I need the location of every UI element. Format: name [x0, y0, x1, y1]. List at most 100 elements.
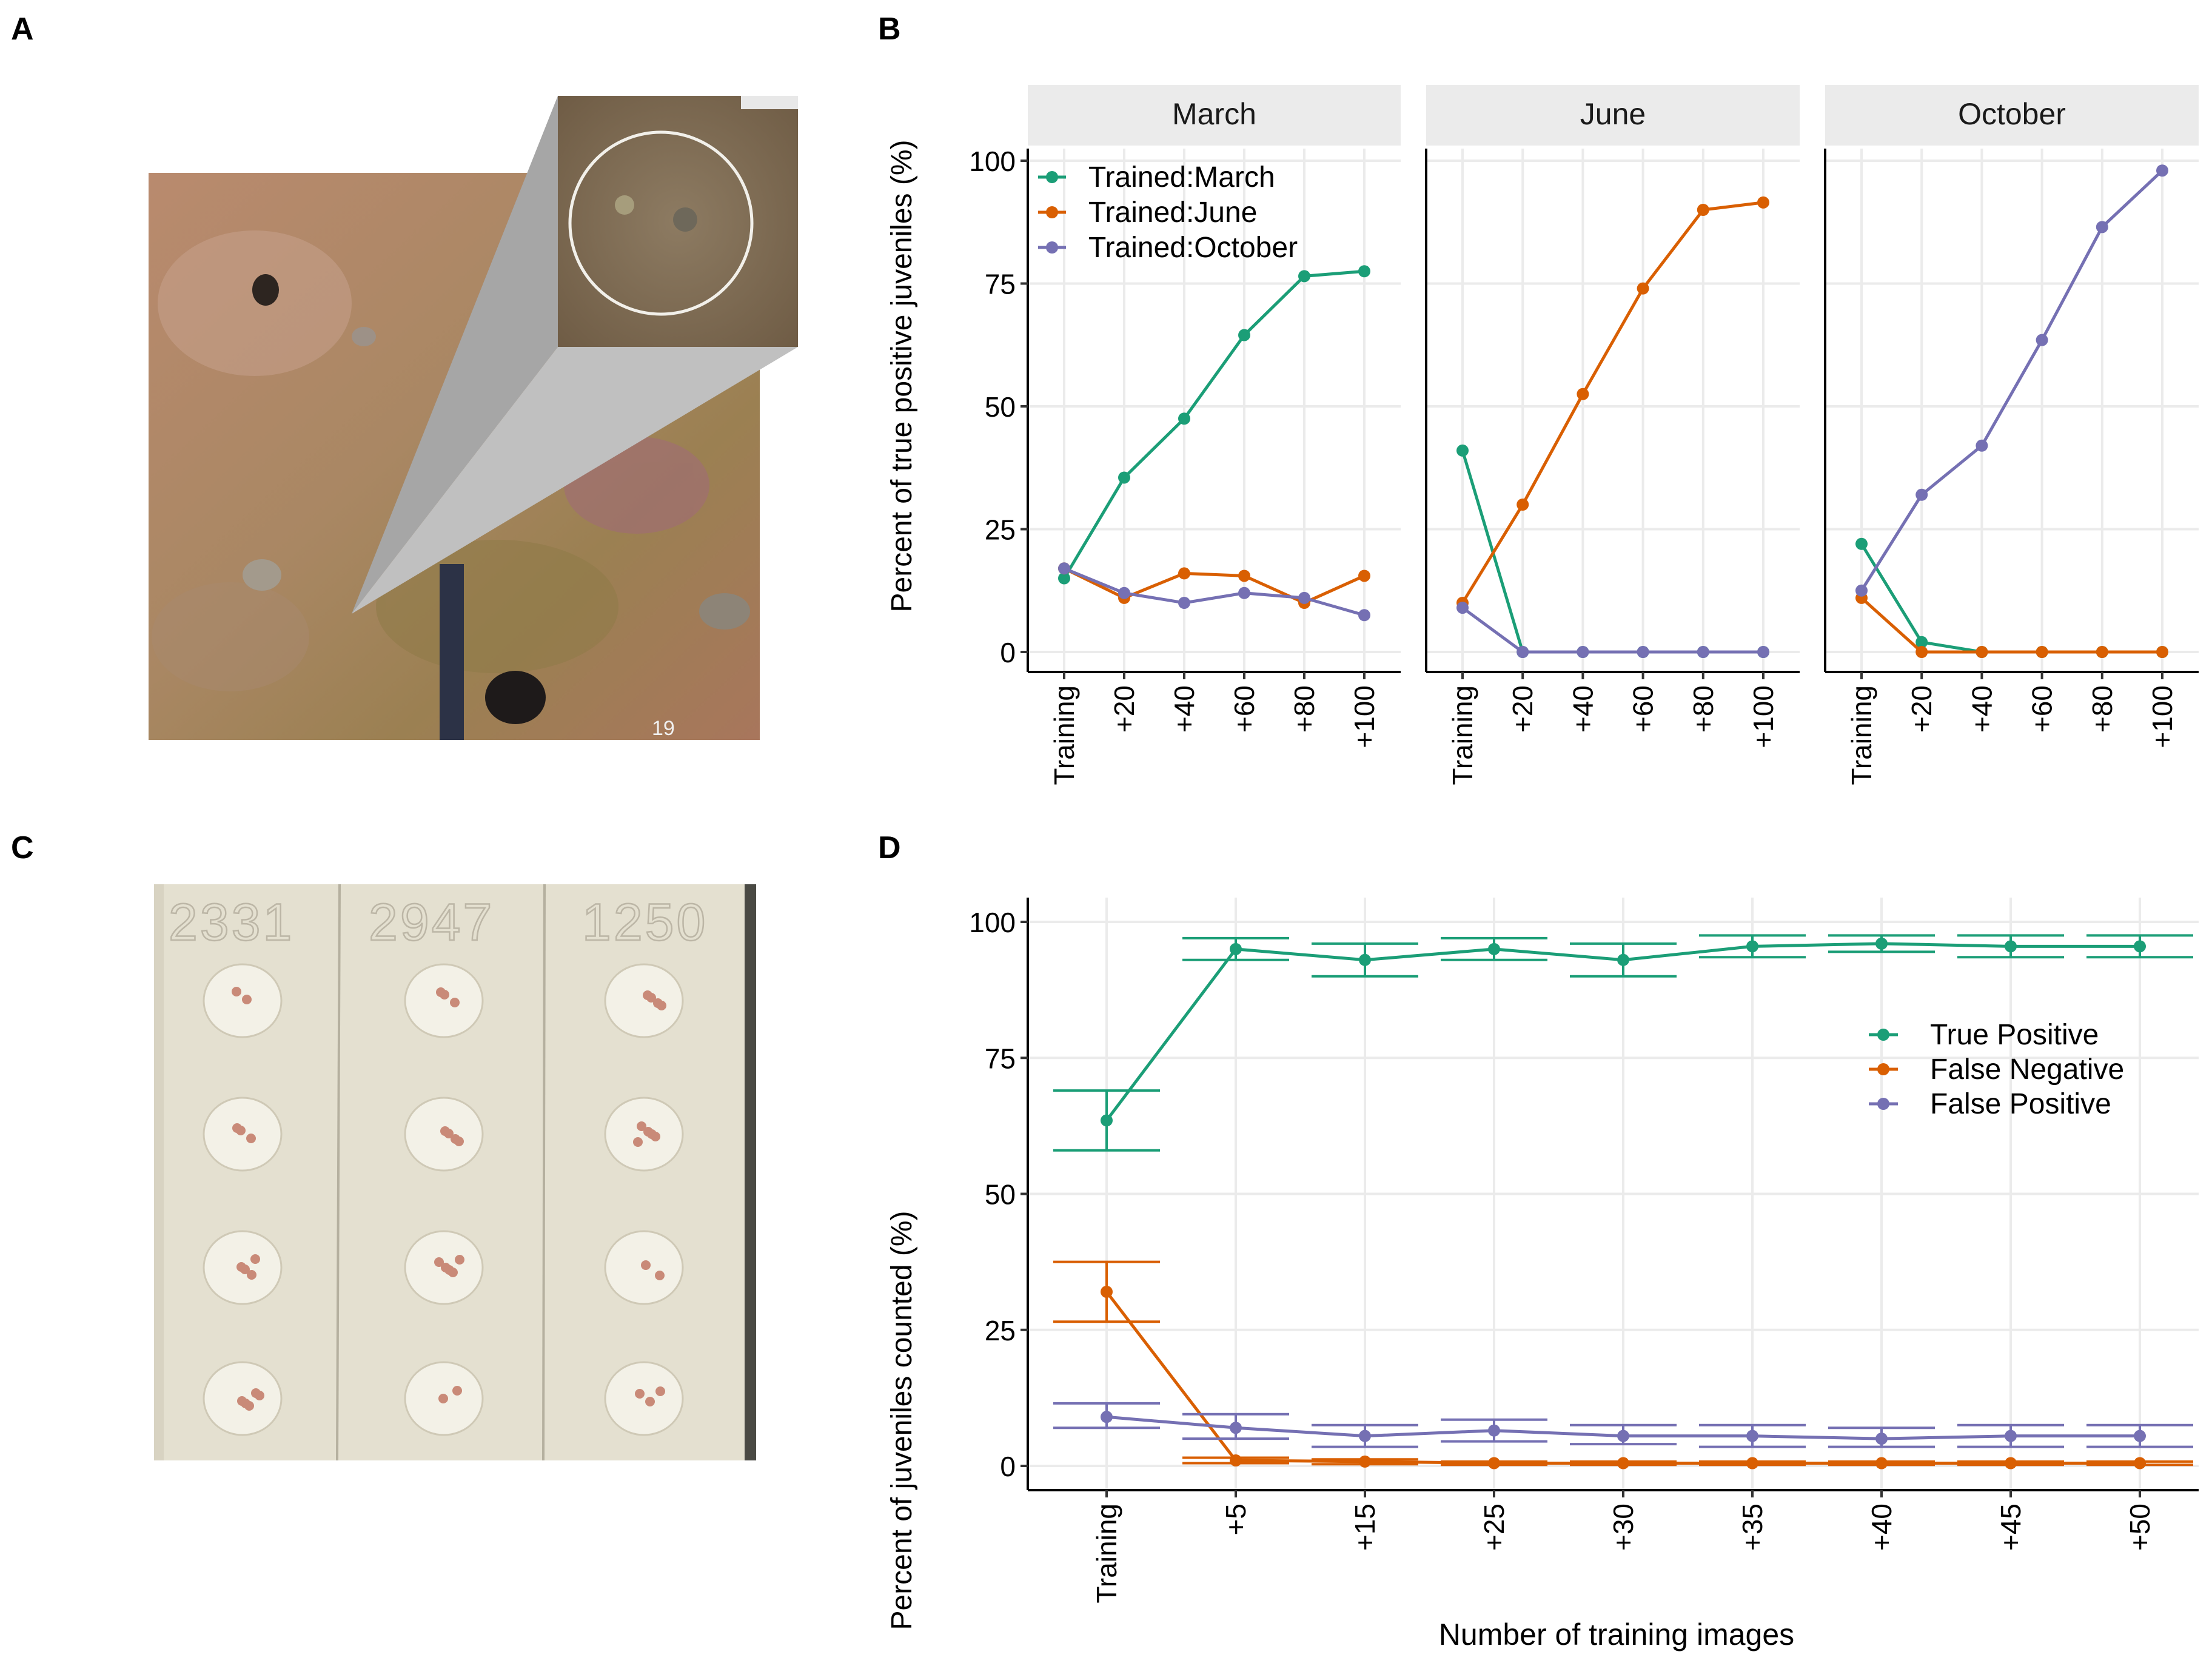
chart-d: Percent of juveniles counted (%) Number …: [886, 898, 2199, 1651]
data-point-trained-october-june: [1697, 646, 1709, 658]
data-point-trained-october-june: [1517, 646, 1529, 658]
data-point-trained-march-march: [1298, 270, 1310, 283]
zoom-highlight-circle: [568, 130, 754, 316]
data-point-false-negative: [1875, 1457, 1888, 1470]
data-point-trained-june-october: [1976, 646, 1988, 658]
data-point-trained-march-june: [1456, 444, 1469, 457]
y-tick-label: 0: [1000, 1451, 1016, 1482]
plate-pebble: [243, 559, 281, 591]
data-point-trained-october-june: [1577, 646, 1589, 658]
x-tick-label: +50: [2124, 1503, 2156, 1551]
panel-a-letter: A: [11, 12, 34, 47]
series-line-trained-june-october: [1860, 597, 2162, 654]
legend-label-true-positive: True Positive: [1930, 1019, 2099, 1051]
plate-label-3: 1250: [582, 893, 708, 952]
data-point-false-negative: [1617, 1457, 1629, 1470]
plate-dark-spot: [252, 274, 279, 306]
well-juvenile: [246, 1134, 256, 1143]
data-point-false-positive: [1101, 1411, 1113, 1423]
x-tick-label-march: +40: [1168, 685, 1200, 733]
facet-strip-march: [1028, 85, 1401, 146]
x-tick-label-october: +20: [1906, 685, 1937, 733]
data-point-true-positive: [2005, 940, 2017, 953]
data-point-trained-october-june: [1757, 646, 1769, 658]
series-line-trained-october-march: [1064, 566, 1365, 617]
data-point-trained-june-october: [2096, 646, 2108, 658]
well-juvenile: [436, 987, 446, 997]
data-point-false-positive: [1359, 1430, 1371, 1442]
legend-label-trained-march: Trained:March: [1088, 161, 1275, 193]
zoom-projection-left: [352, 96, 558, 614]
data-point-false-positive: [1488, 1424, 1500, 1437]
y-tick-label: 25: [985, 514, 1016, 546]
plate-label-2: 2947: [369, 893, 494, 952]
x-tick-label-june: +20: [1507, 685, 1538, 733]
well-juvenile: [451, 1134, 460, 1144]
x-tick-label: Training: [1091, 1503, 1122, 1603]
well-juvenile: [653, 998, 663, 1008]
data-point-trained-june-june: [1637, 282, 1649, 295]
x-tick-label-june: +80: [1687, 685, 1719, 733]
well-juvenile: [247, 1270, 256, 1280]
slide-divider: [542, 884, 546, 1461]
legend-label-false-positive: False Positive: [1930, 1088, 2111, 1120]
well-juvenile: [643, 1127, 653, 1137]
series-line-trained-june-june: [1461, 201, 1764, 604]
series-line-trained-march-october: [1860, 543, 2162, 654]
x-tick-label-october: +100: [2147, 685, 2178, 748]
facet-strip-june: [1426, 85, 1800, 146]
well-juvenile: [251, 1388, 261, 1398]
data-point-trained-october-october: [2036, 334, 2048, 346]
series-line-trained-october-october: [1860, 169, 2163, 592]
well: [604, 1361, 684, 1436]
series-line-trained-june-march: [1063, 567, 1366, 605]
data-point-trained-october-june: [1456, 602, 1469, 614]
y-tick-label: 0: [1000, 637, 1016, 668]
chart-d-ylabel: Percent of juveniles counted (%): [886, 1211, 918, 1630]
data-point-trained-october-march: [1358, 609, 1370, 622]
well-juvenile: [440, 1126, 450, 1136]
slide-dark-edge: [745, 884, 756, 1460]
well-juvenile: [655, 1271, 665, 1280]
well-juvenile: [232, 1123, 242, 1133]
data-point-trained-october-june: [1637, 646, 1649, 658]
x-tick-label-march: +60: [1228, 685, 1260, 733]
x-tick-label-october: +60: [2026, 685, 2058, 733]
data-point-trained-october-march: [1238, 586, 1250, 599]
slide-edge-left: [154, 884, 164, 1460]
data-point-false-positive: [2134, 1430, 2146, 1442]
x-tick-label: +30: [1607, 1503, 1639, 1551]
x-tick-label-march: Training: [1048, 685, 1080, 785]
data-point-trained-october-october: [2096, 221, 2108, 233]
data-point-trained-june-march: [1178, 567, 1190, 580]
data-point-trained-june-october: [1915, 646, 1928, 658]
x-tick-label-june: Training: [1447, 685, 1478, 785]
data-point-trained-june-march: [1358, 569, 1370, 582]
series-line-trained-march-june: [1461, 450, 1763, 654]
y-tick-label: 100: [969, 146, 1016, 177]
data-point-trained-march-march: [1178, 412, 1190, 425]
chart-b-body: March Training +20 +40 +60 +80 +100 0 25 50 75 100 J…: [969, 85, 2199, 785]
well-juvenile: [633, 1137, 643, 1147]
well: [404, 963, 484, 1038]
data-point-trained-june-june: [1697, 204, 1709, 216]
x-tick-label: +15: [1349, 1503, 1381, 1551]
panel-c-photo: 2331 2947 1250: [154, 884, 756, 1461]
well-juvenile: [237, 1396, 247, 1406]
plate-dark-rock: [485, 671, 546, 724]
x-tick-label: +40: [1866, 1503, 1897, 1551]
plate-dark-strip: [440, 564, 464, 740]
data-point-trained-june-october: [2036, 646, 2048, 658]
zoom-juvenile: [673, 207, 697, 232]
data-point-true-positive: [1875, 937, 1888, 950]
data-point-trained-october-march: [1298, 591, 1310, 604]
data-point-true-positive: [1101, 1114, 1113, 1127]
x-tick-label-march: +20: [1108, 685, 1140, 733]
data-point-false-positive: [1875, 1433, 1888, 1445]
well: [604, 1097, 684, 1172]
data-point-trained-october-october: [1855, 584, 1868, 597]
data-point-trained-october-october: [1976, 439, 1988, 452]
data-point-trained-june-june: [1757, 196, 1769, 209]
data-point-false-negative: [1746, 1457, 1758, 1470]
slide-divider: [336, 884, 341, 1461]
